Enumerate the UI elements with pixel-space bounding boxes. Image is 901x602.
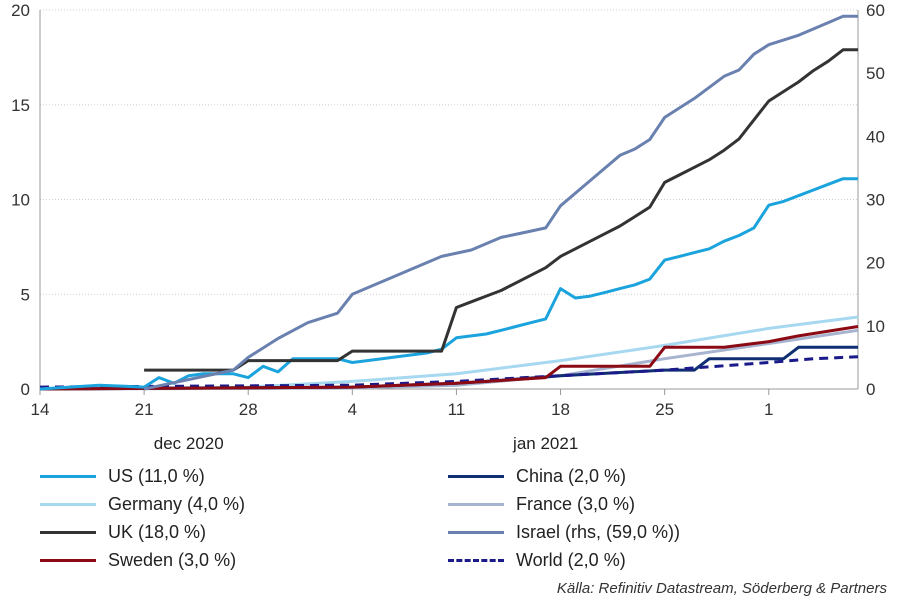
- x-group-label: dec 2020: [154, 434, 224, 453]
- x-tick-label: 14: [31, 400, 50, 419]
- legend-label: UK (18,0 %): [108, 521, 207, 542]
- legend-label: Israel (rhs, (59,0 %)): [516, 521, 681, 542]
- series-layer: [39, 14, 859, 391]
- legend-label: China (2,0 %): [516, 465, 627, 486]
- legend-item: US (11,0 %): [40, 462, 205, 490]
- y-tick-label: 5: [21, 285, 30, 304]
- source-note: Källa: Refinitiv Datastream, Söderberg &…: [556, 580, 887, 597]
- series-line-us: [39, 177, 858, 391]
- y2-tick-label: 40: [866, 127, 885, 146]
- y2-tick-label: 20: [866, 254, 885, 273]
- y-tick-label: 10: [11, 191, 30, 210]
- legend-label: France (3,0 %): [516, 493, 636, 514]
- y2-tick-label: 10: [866, 317, 885, 336]
- y-tick-label: 0: [21, 380, 30, 399]
- series-line-uk: [144, 48, 858, 372]
- legend-swatch: [448, 558, 504, 562]
- legend-swatch: [40, 558, 96, 562]
- y2-tick-label: 50: [866, 64, 885, 83]
- legend-item: Sweden (3,0 %): [40, 546, 236, 574]
- grid-lines: [40, 9, 858, 295]
- legend-item: Israel (rhs, (59,0 %)): [448, 518, 680, 546]
- legend-item: World (2,0 %): [448, 546, 626, 574]
- x-tick-label: 28: [239, 400, 258, 419]
- x-group-label: jan 2021: [512, 434, 578, 453]
- legend-item: UK (18,0 %): [40, 518, 206, 546]
- right-y-axis: 0 10 20 30 40 50 60: [857, 1, 885, 399]
- left-y-axis: 0 5 10 15 20: [11, 1, 41, 399]
- x-tick-label: 1: [764, 400, 773, 419]
- legend-label: US (11,0 %): [108, 465, 205, 486]
- legend: US (11,0 %) China (2,0 %) Germany (4,0 %) F…: [40, 462, 890, 578]
- legend-label: Sweden (3,0 %): [108, 549, 237, 570]
- x-tick-label: 21: [135, 400, 154, 419]
- legend-label: Germany (4,0 %): [108, 493, 246, 514]
- legend-item: Germany (4,0 %): [40, 490, 245, 518]
- x-tick-label: 25: [655, 400, 674, 419]
- legend-swatch: [448, 502, 504, 506]
- y2-tick-label: 0: [866, 380, 875, 399]
- series-line-sweden: [39, 325, 859, 391]
- legend-swatch: [448, 474, 504, 478]
- y2-tick-label: 60: [866, 1, 885, 20]
- y2-tick-label: 30: [866, 191, 885, 210]
- series-line-israel: [143, 14, 858, 391]
- y-tick-label: 15: [11, 96, 30, 115]
- legend-swatch: [40, 502, 96, 506]
- legend-label: World (2,0 %): [516, 549, 626, 570]
- legend-swatch: [40, 530, 96, 534]
- x-axis: 14 21 28 4 11 18 25 1 dec 2020 jan 2021: [31, 388, 858, 453]
- legend-swatch: [40, 474, 96, 478]
- legend-item: France (3,0 %): [448, 490, 635, 518]
- x-tick-label: 18: [551, 400, 570, 419]
- legend-swatch: [448, 530, 504, 534]
- series-line-world: [39, 355, 859, 389]
- x-tick-label: 4: [348, 400, 357, 419]
- x-tick-label: 11: [448, 400, 466, 419]
- legend-item: China (2,0 %): [448, 462, 626, 490]
- y-tick-label: 20: [11, 1, 30, 20]
